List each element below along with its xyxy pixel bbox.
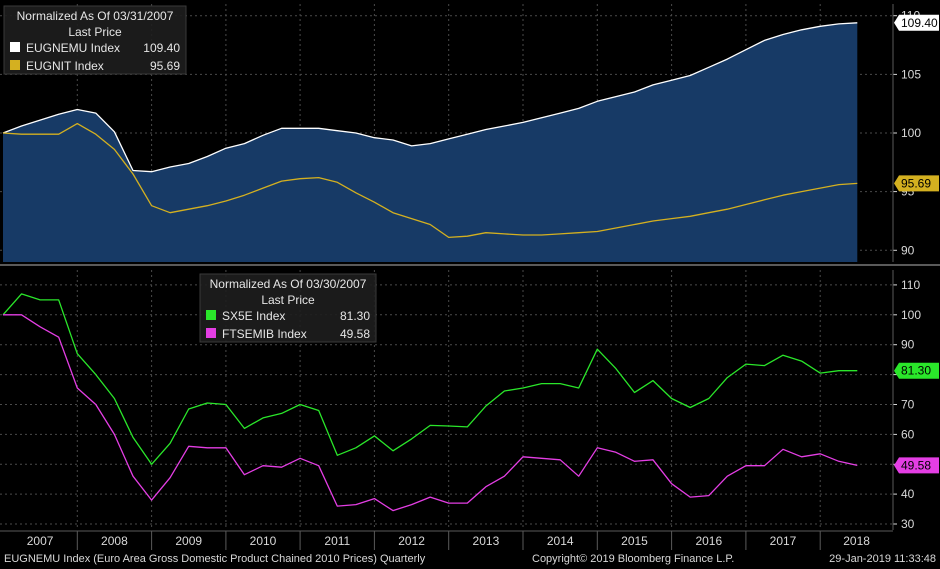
last-price-tag-value: 95.69: [901, 176, 931, 190]
bottom-panel: 3040506070809010011081.3049.58Normalized…: [0, 270, 939, 531]
legend-background: [199, 273, 377, 343]
legend-series-value: 49.58: [340, 327, 370, 341]
x-axis: 2007 2008 2009 2010 2011 2012 2013 2014 2015 2016…: [0, 530, 893, 550]
y-tick-label: 110: [901, 278, 920, 292]
last-price-tag-background: [894, 457, 939, 474]
legend-subtitle: Last Price: [261, 293, 315, 307]
legend-series-name: FTSEMIB Index: [222, 327, 307, 341]
y-tick-label: 70: [901, 398, 915, 412]
last-price-tag: 95.69: [894, 175, 939, 192]
legend-series-name: EUGNIT Index: [26, 59, 104, 73]
footer: EUGNEMU Index (Euro Area Gross Domestic …: [4, 553, 936, 565]
x-tick-label: 2014: [547, 534, 574, 548]
x-tick-label: 2009: [175, 534, 202, 548]
legend-title: Normalized As Of 03/30/2007: [210, 277, 367, 291]
legend-swatch: [10, 42, 20, 52]
series-line: [2, 22, 858, 173]
last-price-tag-background: [894, 175, 939, 192]
legend-series-name: EUGNEMU Index: [26, 41, 120, 55]
x-tick-label: 2008: [101, 534, 128, 548]
series-line: [2, 293, 858, 465]
legend-series-value: 95.69: [150, 59, 180, 73]
legend-background: [3, 5, 187, 75]
x-tick-label: 2016: [695, 534, 722, 548]
legend-swatch: [10, 60, 20, 70]
footer-timestamp: 29-Jan-2019 11:33:48: [829, 553, 936, 565]
legend-subtitle: Last Price: [68, 25, 122, 39]
legend: Normalized As Of 03/31/2007 Last Price EUG…: [3, 5, 187, 75]
last-price-tag: 81.30: [894, 362, 939, 379]
x-tick-label: 2013: [473, 534, 500, 548]
last-price-tag-background: [894, 14, 939, 31]
x-tick-label: 2007: [27, 534, 54, 548]
legend-swatch: [206, 310, 216, 320]
legend-series-value: 109.40: [143, 41, 180, 55]
y-tick-label: 60: [901, 427, 915, 441]
series-area-fill: [3, 22, 858, 262]
x-tick-label: 2010: [250, 534, 277, 548]
last-price-tag-value: 109.40: [901, 16, 938, 30]
legend-title: Normalized As Of 03/31/2007: [17, 9, 174, 23]
last-price-tag-value: 49.58: [901, 458, 931, 472]
legend-series-name: SX5E Index: [222, 309, 285, 323]
x-tick-label: 2017: [770, 534, 797, 548]
legend-swatch: [206, 328, 216, 338]
last-price-tag: 49.58: [894, 457, 939, 474]
x-tick-label: 2015: [621, 534, 648, 548]
y-tick-label: 100: [901, 308, 921, 322]
last-price-tag: 109.40: [894, 14, 939, 31]
series-line: [2, 122, 858, 239]
footer-security-description: EUGNEMU Index (Euro Area Gross Domestic …: [4, 553, 426, 565]
y-tick-label: 40: [901, 487, 915, 501]
last-price-tag-value: 81.30: [901, 364, 931, 378]
y-tick-label: 90: [901, 243, 915, 257]
legend-series-value: 81.30: [340, 309, 370, 323]
y-tick-label: 30: [901, 517, 915, 531]
x-tick-label: 2012: [398, 534, 425, 548]
x-tick-label: 2018: [843, 534, 870, 548]
series-line: [3, 314, 858, 512]
y-tick-label: 105: [901, 67, 921, 81]
footer-copyright: Copyright© 2019 Bloomberg Finance L.P.: [532, 553, 734, 565]
x-tick-label: 2011: [324, 534, 350, 548]
y-tick-label: 100: [901, 126, 921, 140]
legend: Normalized As Of 03/30/2007 Last Price SX5…: [199, 273, 377, 343]
last-price-tag-background: [894, 362, 939, 379]
y-tick-label: 90: [901, 338, 915, 352]
